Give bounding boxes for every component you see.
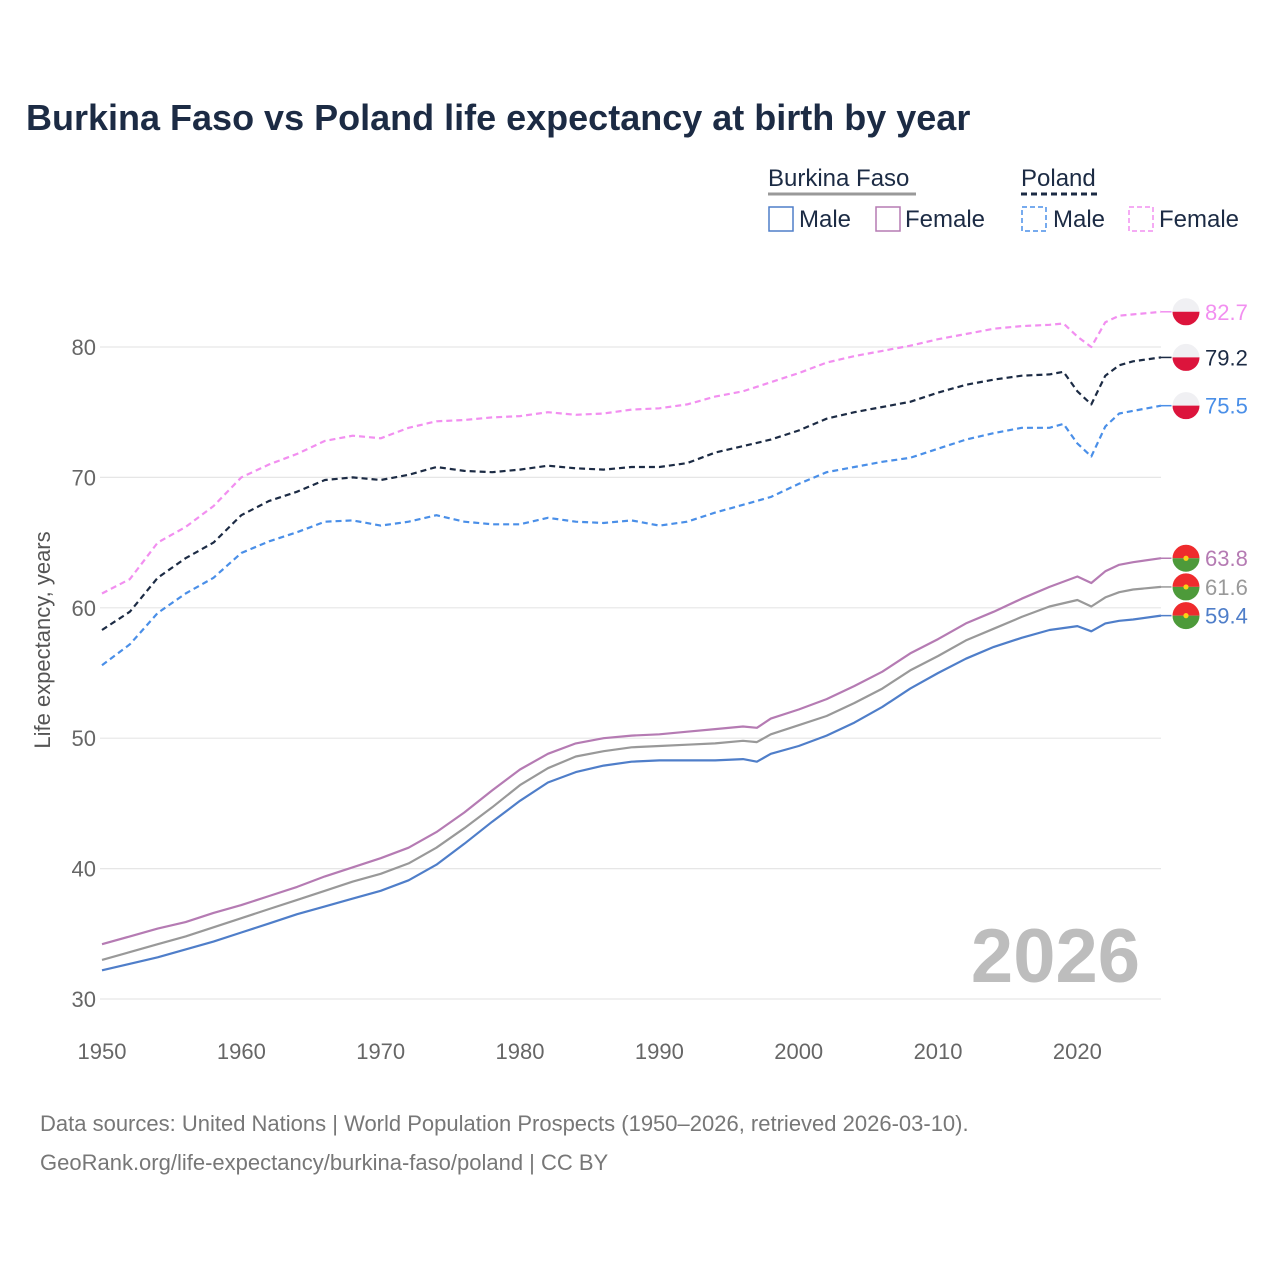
burkina-faso-flag-icon [1171, 572, 1201, 602]
legend-bf-female-label: Female [905, 206, 985, 233]
end-label-bf_total: 61.6 [1205, 575, 1248, 600]
x-tick-1960: 1960 [217, 1039, 266, 1064]
x-tick-2020: 2020 [1053, 1039, 1102, 1064]
end-markers: 82.7 79.2 75.5 63.8 61.6 59.4 [1161, 297, 1248, 631]
flag-top-half [1172, 544, 1200, 559]
poland-flag-icon [1171, 297, 1201, 327]
end-label-pl_male: 75.5 [1205, 394, 1248, 419]
end-label-bf_male: 59.4 [1205, 604, 1248, 629]
series-line-bf_male [101, 614, 1162, 972]
burkina-faso-flag-icon [1171, 543, 1201, 573]
footer-url: GeoRank.org/life-expectancy/burkina-faso… [40, 1150, 609, 1175]
legend-bf-female-box[interactable] [875, 206, 901, 232]
x-tick-2000: 2000 [774, 1039, 823, 1064]
flag-top-half [1172, 572, 1200, 587]
x-tick-1990: 1990 [635, 1039, 684, 1064]
legend-burkina-faso-title: Burkina Faso [768, 165, 909, 192]
legend-pl-female-box[interactable] [1128, 206, 1154, 232]
footer-sources: Data sources: United Nations | World Pop… [40, 1111, 969, 1136]
flag-star [1183, 613, 1189, 619]
flag-outline [1171, 391, 1201, 421]
legend-bf-male-label: Male [799, 206, 851, 233]
legend-pl-male-box[interactable] [1021, 206, 1047, 232]
flag-bottom-half [1172, 558, 1200, 573]
flag-bottom-half [1172, 311, 1200, 326]
y-tick-40: 40 [72, 857, 96, 882]
x-tick-1980: 1980 [496, 1039, 545, 1064]
flag-outline [1171, 342, 1201, 372]
poland-flag-icon [1171, 342, 1201, 372]
y-tick-80: 80 [72, 335, 96, 360]
flag-star [1183, 555, 1189, 561]
gridlines [100, 346, 1161, 1000]
y-tick-30: 30 [72, 987, 96, 1012]
end-label-bf_female: 63.8 [1205, 546, 1248, 571]
flag-bottom-half [1172, 357, 1200, 372]
flag-top-half [1172, 391, 1200, 406]
y-axis-label: Life expectancy, years [30, 531, 55, 748]
end-label-pl_total: 79.2 [1205, 345, 1248, 370]
x-tick-1970: 1970 [356, 1039, 405, 1064]
year-watermark: 2026 [971, 914, 1140, 999]
y-tick-50: 50 [72, 726, 96, 751]
flag-outline [1171, 601, 1201, 631]
burkina-faso-flag-icon [1171, 601, 1201, 631]
series-line-pl_total [101, 356, 1162, 631]
flag-top-half [1172, 601, 1200, 616]
y-tick-60: 60 [72, 596, 96, 621]
flag-top-half [1172, 297, 1200, 312]
legend: Burkina Faso Poland Male Female Male Fem… [768, 165, 1239, 233]
series-line-pl_female [101, 310, 1162, 595]
flag-outline [1171, 297, 1201, 327]
legend-bf-male-box[interactable] [768, 206, 794, 232]
end-label-pl_female: 82.7 [1205, 300, 1248, 325]
flag-star [1183, 584, 1189, 590]
x-tick-2010: 2010 [914, 1039, 963, 1064]
flag-top-half [1172, 343, 1200, 358]
series-line-bf_female [101, 557, 1162, 946]
flag-bottom-half [1172, 615, 1200, 630]
poland-flag-icon [1171, 391, 1201, 421]
chart-title: Burkina Faso vs Poland life expectancy a… [26, 97, 970, 138]
flag-bottom-half [1172, 586, 1200, 601]
flag-outline [1171, 572, 1201, 602]
series-lines [101, 310, 1162, 972]
y-axis-ticks: 30 40 50 60 70 80 [72, 335, 96, 1012]
flag-outline [1171, 543, 1201, 573]
series-line-bf_total [101, 585, 1162, 961]
x-axis-ticks: 1950 1960 1970 1980 1990 2000 2010 2020 [78, 1039, 1102, 1064]
series-line-pl_male [101, 404, 1162, 667]
legend-pl-male-label: Male [1053, 206, 1105, 233]
y-tick-70: 70 [72, 465, 96, 490]
flag-bottom-half [1172, 405, 1200, 420]
legend-poland-title: Poland [1021, 165, 1096, 192]
legend-pl-female-label: Female [1159, 206, 1239, 233]
x-tick-1950: 1950 [78, 1039, 127, 1064]
